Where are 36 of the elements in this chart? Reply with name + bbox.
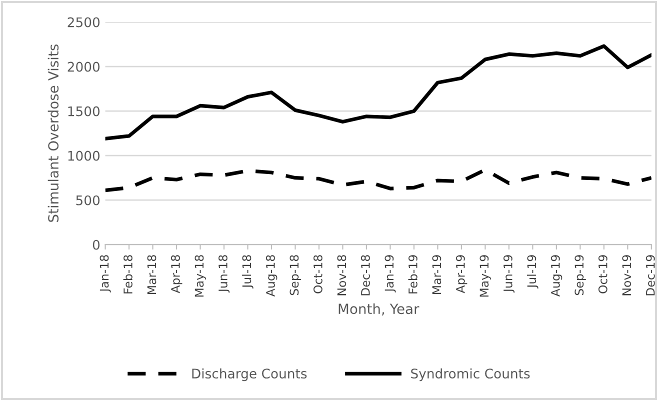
x-tick-label: Jan-19 <box>384 255 396 292</box>
x-tick-label: Feb-19 <box>408 255 418 294</box>
x-tick-label: Dec-18 <box>360 255 370 296</box>
x-tick-label: Apr-18 <box>171 255 182 294</box>
legend-label: Syndromic Counts <box>411 368 530 382</box>
y-tick-label: 1500 <box>68 106 100 116</box>
x-axis-title: Month, Year <box>338 303 420 316</box>
x-tick-label: Jun-19 <box>503 255 515 293</box>
x-tick-label: Mar-18 <box>147 255 156 294</box>
x-tick-label: Jul-18 <box>242 255 254 288</box>
x-tick-label: Jun-18 <box>218 255 230 293</box>
x-tick-label: May-18 <box>194 255 206 297</box>
x-tick-label: Dec-19 <box>646 255 655 296</box>
x-tick-label: Oct-19 <box>598 255 608 294</box>
line-series <box>105 44 652 140</box>
x-tick-label: Aug-19 <box>550 255 562 297</box>
x-tick-label: Aug-18 <box>266 255 278 297</box>
y-tick-label: 0 <box>92 240 100 250</box>
y-tick-label: 2000 <box>68 62 100 72</box>
line-series <box>105 168 652 192</box>
y-tick-label: 2500 <box>68 17 100 28</box>
legend-label: Discharge Counts <box>192 368 307 382</box>
x-tick-label: May-19 <box>480 255 491 297</box>
x-tick-label: Mar-19 <box>432 255 442 294</box>
x-tick-label: Nov-19 <box>622 255 632 296</box>
x-tick-label: Jan-18 <box>100 255 111 292</box>
x-tick-label: Apr-19 <box>456 255 468 294</box>
y-tick-label: 500 <box>76 195 100 206</box>
x-tick-label: Feb-18 <box>123 255 132 294</box>
y-tick-label: 1000 <box>68 150 100 161</box>
x-tick-label: Nov-18 <box>337 255 346 296</box>
x-tick-label: Sep-18 <box>290 255 301 296</box>
y-axis-title: Stimulant Overdose Visits <box>48 44 59 222</box>
x-tick-label: Oct-18 <box>313 255 322 294</box>
x-tick-label: Jul-19 <box>526 255 538 288</box>
x-tick-label: Sep-19 <box>574 255 586 296</box>
